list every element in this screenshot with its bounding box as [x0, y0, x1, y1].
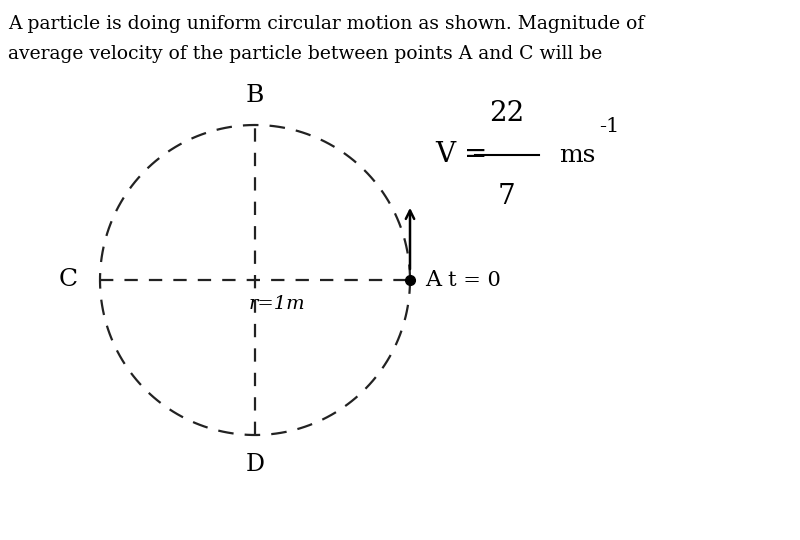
Text: B: B [246, 84, 264, 107]
Text: average velocity of the particle between points A and C will be: average velocity of the particle between… [8, 45, 602, 63]
Text: r=1m: r=1m [249, 295, 306, 313]
Text: A: A [425, 269, 441, 291]
Text: 7: 7 [498, 183, 516, 210]
Text: A particle is doing uniform circular motion as shown. Magnitude of: A particle is doing uniform circular mot… [8, 15, 644, 33]
Text: -1: -1 [599, 118, 619, 137]
Text: V =: V = [435, 141, 487, 168]
Text: D: D [246, 453, 265, 476]
Text: C: C [59, 268, 78, 292]
Text: ms: ms [559, 144, 595, 166]
Text: t = 0: t = 0 [448, 271, 501, 289]
Text: 22: 22 [490, 100, 525, 127]
